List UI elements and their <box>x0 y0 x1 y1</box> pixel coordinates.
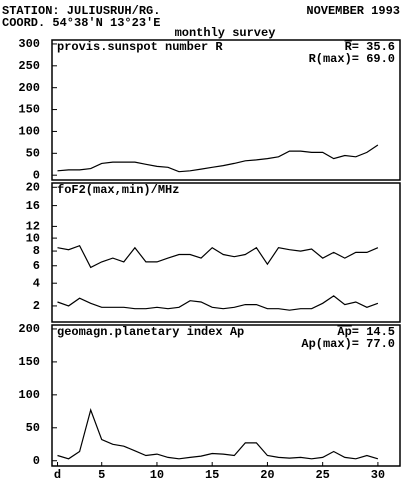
data-line <box>57 295 379 311</box>
x-tick-label: d <box>54 468 61 480</box>
x-tick-label: 25 <box>315 468 329 480</box>
data-line <box>57 244 379 269</box>
x-tick-label: 20 <box>260 468 274 480</box>
y-tick-label: 250 <box>18 59 40 73</box>
x-tick-label: 15 <box>205 468 219 480</box>
data-line <box>57 408 379 460</box>
annotation: R(max)= 69.0 <box>309 52 395 66</box>
y-tick-label: 10 <box>26 231 40 245</box>
panel-title: geomagn.planetary index Ap <box>57 325 244 339</box>
x-tick-label: 10 <box>150 468 164 480</box>
coord: COORD. 54°38'N 13°23'E <box>2 16 160 30</box>
y-tick-label: 0 <box>33 168 40 182</box>
date: NOVEMBER 1993 <box>306 4 400 18</box>
y-tick-label: 12 <box>26 220 40 234</box>
y-tick-label: 50 <box>26 146 40 160</box>
panel-title: foF2(max,min)/MHz <box>57 183 179 197</box>
y-tick-label: 200 <box>18 81 40 95</box>
y-tick-label: 4 <box>33 276 40 290</box>
y-tick-label: 100 <box>18 125 40 139</box>
panel-frame <box>51 182 401 323</box>
y-tick-label: 2 <box>33 299 40 313</box>
y-tick-label: 150 <box>18 103 40 117</box>
y-tick-label: 6 <box>33 259 40 273</box>
y-tick-label: 150 <box>18 355 40 369</box>
y-tick-label: 8 <box>33 244 40 258</box>
y-tick-label: 50 <box>26 421 40 435</box>
annotation: R= 35.6 <box>345 40 395 54</box>
station: STATION: JULIUSRUH/RG. <box>2 4 160 18</box>
annotation: Ap(max)= 77.0 <box>301 337 395 351</box>
annotation: Ap= 14.5 <box>337 325 395 339</box>
y-tick-label: 20 <box>26 180 40 194</box>
y-tick-label: 100 <box>18 388 40 402</box>
subtitle: monthly survey <box>175 26 276 40</box>
y-tick-label: 200 <box>18 322 40 336</box>
panel-title: provis.sunspot number R <box>57 40 223 54</box>
data-line <box>57 144 379 173</box>
y-tick-label: 0 <box>33 454 40 468</box>
panel-frame <box>51 324 401 467</box>
x-tick-label: 30 <box>371 468 385 480</box>
x-tick-label: 5 <box>98 468 105 480</box>
y-tick-label: 16 <box>26 199 40 213</box>
y-tick-label: 300 <box>18 37 40 51</box>
